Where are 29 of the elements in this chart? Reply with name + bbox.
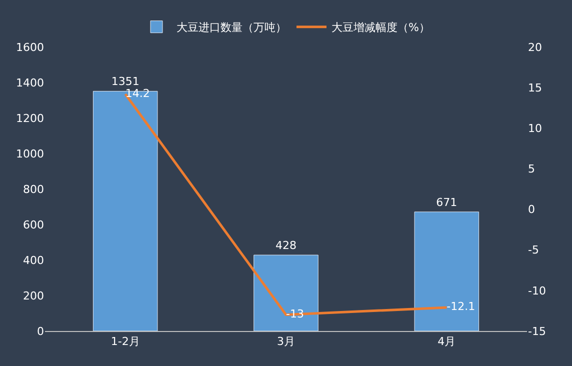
y-tick-label: 1400 [16, 76, 44, 90]
y-tick-label: 0 [37, 324, 44, 338]
y-tick-label: 600 [23, 218, 44, 232]
y-tick-label: 1200 [16, 112, 44, 125]
data-label: -12.1 [446, 300, 476, 314]
y2-tick-label: -5 [528, 244, 539, 257]
x-tick-label: 4月 [438, 335, 456, 348]
y2-tick-label: 20 [528, 40, 542, 54]
y-tick-label: 800 [23, 182, 44, 196]
data-label: 1351 [111, 75, 140, 88]
y-tick-label: 1600 [16, 40, 44, 54]
x-tick-label: 3月 [277, 335, 295, 348]
legend-label: 大豆进口数量（万吨） [176, 21, 286, 34]
y2-tick-label: 10 [528, 122, 542, 135]
y2-tick-label: 5 [528, 162, 535, 176]
y2-tick-label: -10 [528, 284, 546, 298]
y-tick-label: 400 [23, 254, 44, 267]
y2-tick-label: 0 [528, 203, 535, 216]
y-tick-label: 200 [23, 289, 44, 302]
data-label: 671 [436, 196, 458, 209]
y-tick-label: 1000 [16, 147, 44, 160]
bar [414, 212, 480, 331]
data-label: 428 [276, 239, 296, 252]
y2-tick-label: -15 [528, 324, 546, 338]
bar [254, 254, 318, 331]
bar [92, 90, 158, 331]
y2-tick-label: 15 [528, 81, 542, 94]
legend-label: 大豆增减幅度（%） [332, 21, 430, 34]
x-tick-label: 1-2月 [110, 335, 140, 348]
